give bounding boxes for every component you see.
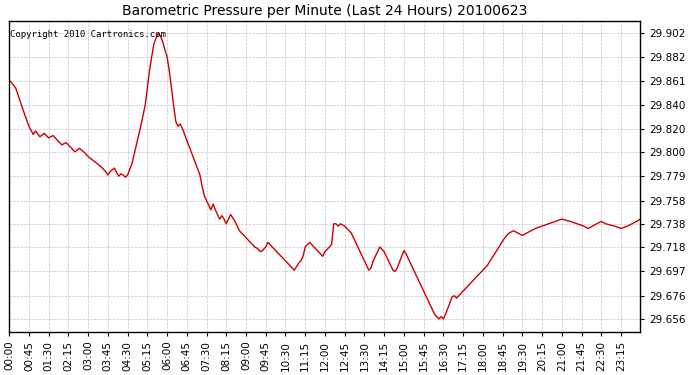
Title: Barometric Pressure per Minute (Last 24 Hours) 20100623: Barometric Pressure per Minute (Last 24 … bbox=[122, 4, 527, 18]
Text: Copyright 2010 Cartronics.com: Copyright 2010 Cartronics.com bbox=[10, 30, 166, 39]
